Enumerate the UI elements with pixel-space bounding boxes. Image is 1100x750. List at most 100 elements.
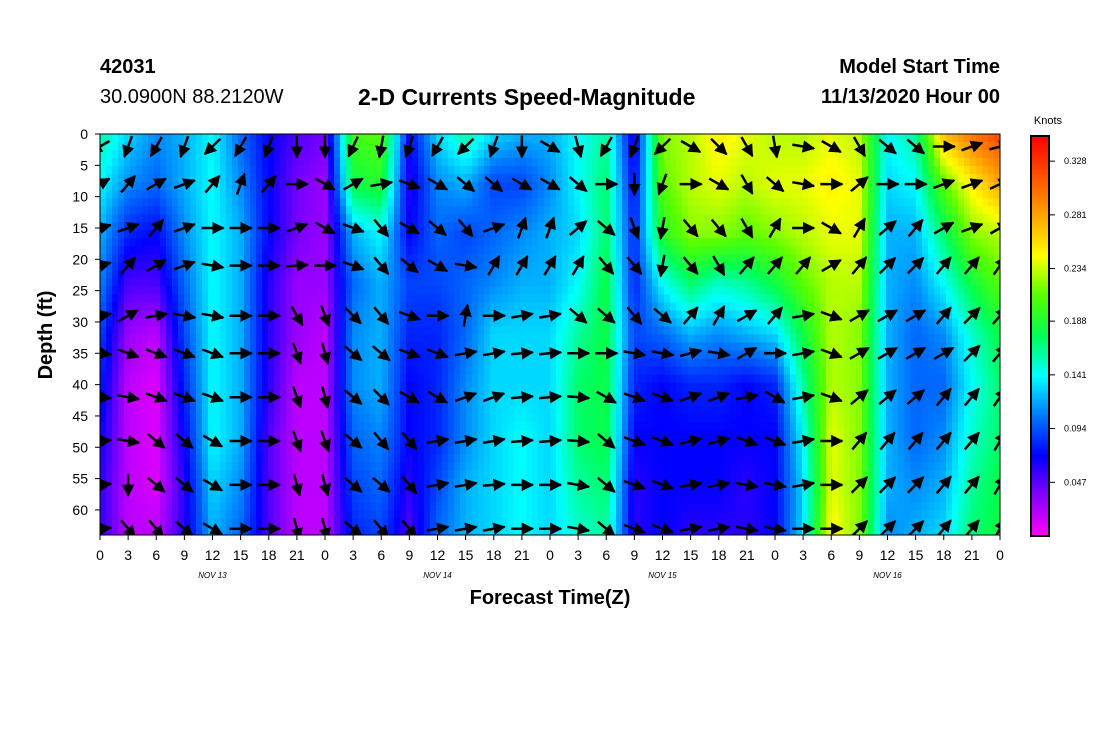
heatmap-cell	[676, 166, 683, 175]
heatmap-cell	[250, 150, 257, 159]
heatmap-cell	[220, 470, 227, 480]
heatmap-cell	[142, 454, 149, 464]
heatmap-cell	[580, 430, 587, 440]
heatmap-cell	[424, 406, 431, 416]
heatmap-cell	[280, 230, 287, 239]
heatmap-cell	[286, 182, 293, 191]
heatmap-cell	[514, 422, 521, 432]
heatmap-cell	[202, 246, 209, 255]
heatmap-cell	[454, 238, 461, 247]
heatmap-cell	[436, 334, 443, 344]
heatmap-cell	[592, 318, 599, 328]
heatmap-cell	[484, 382, 491, 392]
heatmap-cell	[448, 422, 455, 432]
heatmap-cell	[646, 286, 653, 295]
heatmap-cell	[100, 446, 107, 456]
heatmap-cell	[130, 270, 137, 279]
heatmap-cell	[184, 190, 191, 199]
heatmap-cell	[268, 158, 275, 167]
heatmap-cell	[628, 446, 635, 456]
heatmap-cell	[574, 350, 581, 360]
heatmap-cell	[598, 174, 605, 183]
heatmap-cell	[268, 422, 275, 432]
heatmap-cell	[658, 446, 665, 456]
heatmap-cell	[232, 214, 239, 223]
heatmap-cell	[610, 334, 617, 344]
heatmap-cell	[388, 166, 395, 175]
heatmap-cell	[418, 302, 425, 312]
heatmap-cell	[586, 246, 593, 255]
heatmap-cell	[232, 398, 239, 408]
heatmap-cell	[682, 374, 689, 384]
heatmap-cell	[598, 278, 605, 287]
heatmap-cell	[634, 150, 641, 159]
heatmap-cell	[376, 238, 383, 247]
heatmap-cell	[556, 238, 563, 247]
heatmap-cell	[220, 166, 227, 175]
heatmap-cell	[406, 342, 413, 352]
heatmap-cell	[124, 294, 131, 304]
heatmap-cell	[172, 358, 179, 368]
heatmap-cell	[136, 302, 143, 312]
heatmap-cell	[676, 326, 683, 336]
heatmap-cell	[292, 510, 299, 520]
heatmap-cell	[118, 158, 125, 167]
heatmap-cell	[670, 478, 677, 488]
heatmap-cell	[580, 486, 587, 496]
heatmap-cell	[448, 374, 455, 384]
heatmap-cell	[598, 382, 605, 392]
heatmap-cell	[184, 326, 191, 336]
heatmap-cell	[622, 526, 629, 535]
heatmap-cell	[232, 334, 239, 344]
heatmap-cell	[298, 462, 305, 472]
heatmap-cell	[676, 190, 683, 199]
heatmap-cell	[460, 406, 467, 416]
heatmap-cell	[100, 334, 107, 344]
heatmap-cell	[118, 254, 125, 263]
heatmap-cell	[532, 358, 539, 368]
heatmap-cell	[220, 438, 227, 448]
heatmap-cell	[598, 286, 605, 295]
heatmap-cell	[202, 206, 209, 215]
heatmap-cell	[658, 470, 665, 480]
heatmap-cell	[628, 198, 635, 207]
heatmap-cell	[220, 382, 227, 392]
heatmap-cell	[154, 406, 161, 416]
heatmap-cell	[328, 230, 335, 239]
heatmap-cell	[190, 398, 197, 408]
heatmap-cell	[412, 174, 419, 183]
heatmap-cell	[364, 190, 371, 199]
heatmap-cell	[328, 294, 335, 304]
heatmap-cell	[676, 270, 683, 279]
heatmap-cell	[118, 454, 125, 464]
heatmap-cell	[142, 246, 149, 255]
heatmap-cell	[280, 278, 287, 287]
heatmap-cell	[688, 294, 695, 304]
heatmap-cell	[112, 278, 119, 287]
heatmap-cell	[214, 358, 221, 368]
heatmap-cell	[514, 254, 521, 263]
heatmap-cell	[220, 350, 227, 360]
heatmap-cell	[244, 486, 251, 496]
heatmap-cell	[526, 398, 533, 408]
heatmap-cell	[478, 270, 485, 279]
heatmap-cell	[172, 438, 179, 448]
heatmap-cell	[406, 454, 413, 464]
heatmap-cell	[178, 454, 185, 464]
heatmap-cell	[298, 366, 305, 376]
heatmap-cell	[214, 198, 221, 207]
heatmap-cell	[364, 318, 371, 328]
heatmap-cell	[622, 382, 629, 392]
heatmap-cell	[472, 510, 479, 520]
heatmap-cell	[376, 358, 383, 368]
heatmap-cell	[640, 150, 647, 159]
heatmap-cell	[460, 510, 467, 520]
heatmap-cell	[574, 318, 581, 328]
heatmap-cell	[166, 230, 173, 239]
heatmap-cell	[532, 294, 539, 304]
heatmap-cell	[376, 326, 383, 336]
heatmap-cell	[286, 422, 293, 432]
heatmap-cell	[238, 430, 245, 440]
heatmap-cell	[478, 310, 485, 320]
heatmap-cell	[682, 238, 689, 247]
